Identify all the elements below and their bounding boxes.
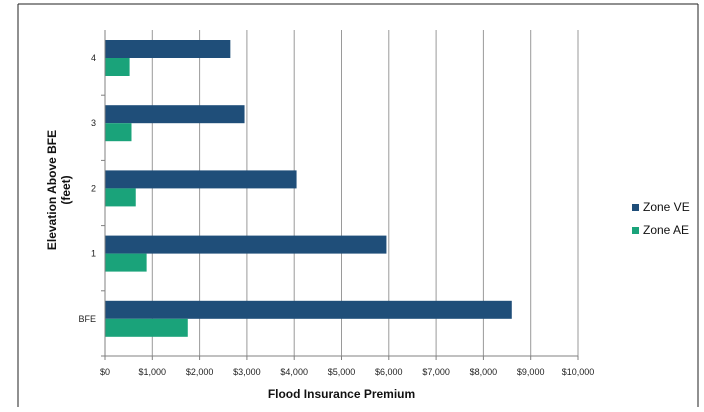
bar-zone-ae <box>105 123 132 142</box>
legend-label: Zone VE <box>643 200 690 214</box>
bar-zone-ae <box>105 318 188 337</box>
x-tick-label: $0 <box>100 367 110 377</box>
x-tick-label: $4,000 <box>280 367 308 377</box>
x-tick-label: $7,000 <box>422 367 450 377</box>
y-tick-label: 1 <box>91 249 96 259</box>
bar-zone-ve <box>105 40 231 58</box>
x-tick-label: $2,000 <box>186 367 214 377</box>
y-axis-title-line-1: Elevation Above BFE <box>45 130 59 250</box>
x-axis-title: Flood Insurance Premium <box>268 387 415 401</box>
bar-zone-ve <box>105 105 245 124</box>
y-tick-label: 2 <box>91 183 96 193</box>
y-axis-title-line-2: (feet) <box>59 175 73 204</box>
x-tick-label: $3,000 <box>233 367 261 377</box>
bar-zone-ve <box>105 235 387 254</box>
legend-label: Zone AE <box>643 223 689 237</box>
x-tick-label: $9,000 <box>517 367 545 377</box>
bar-zone-ae <box>105 58 130 76</box>
legend-swatch <box>632 227 639 234</box>
x-tick-label: $6,000 <box>375 367 403 377</box>
x-tick-label: $8,000 <box>470 367 498 377</box>
x-tick-label: $5,000 <box>328 367 356 377</box>
bar-zone-ae <box>105 253 147 272</box>
x-tick-label: $10,000 <box>562 367 595 377</box>
x-tick-label: $1,000 <box>139 367 167 377</box>
y-tick-label: 4 <box>91 53 96 63</box>
bar-zone-ae <box>105 188 136 207</box>
y-tick-label: BFE <box>78 314 96 324</box>
bar-zone-ve <box>105 300 512 319</box>
legend-swatch <box>632 204 639 211</box>
bar-zone-ve <box>105 170 297 189</box>
y-tick-label: 3 <box>91 118 96 128</box>
